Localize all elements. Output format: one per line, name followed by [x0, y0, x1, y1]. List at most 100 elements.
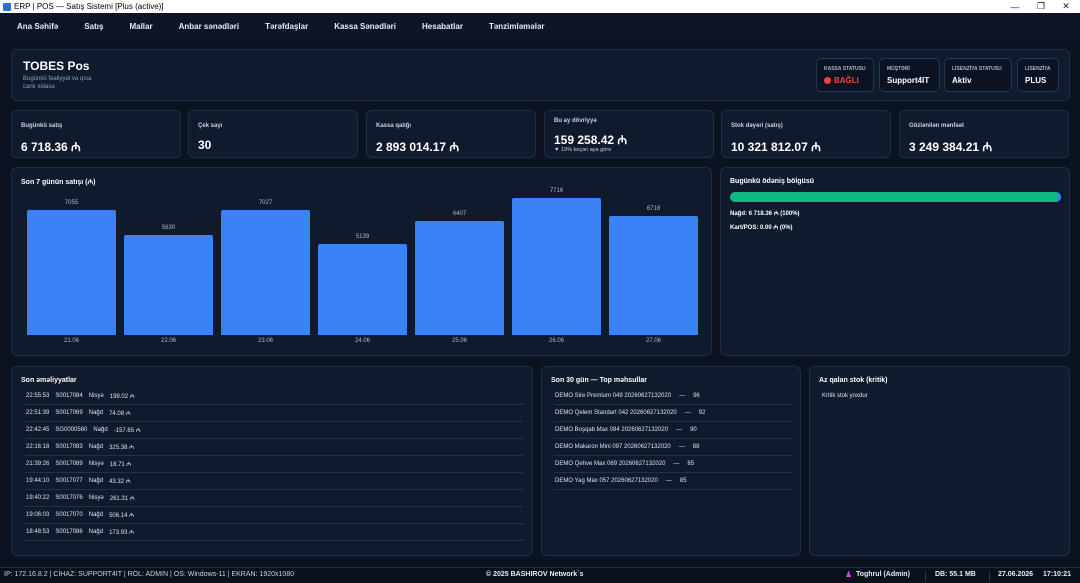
tx-doc-number: S0017070 — [55, 512, 83, 518]
tx-doc-number: SG0000560 — [55, 427, 88, 433]
product-row[interactable]: DEMO Makaron Mini 097 20260627132020 — 88 — [554, 439, 792, 456]
tx-time: 22:55:53 — [26, 393, 50, 399]
menu-item-sales[interactable]: Satış — [84, 22, 104, 31]
tx-time: 18:48:53 — [26, 529, 50, 535]
cash-status-value: BAĞLI — [834, 76, 859, 85]
tx-payment-type: Nağd — [88, 529, 104, 535]
tx-payment-type: Nisyə — [88, 495, 104, 501]
menu-item-warehouse-docs[interactable]: Anbar sənədləri — [178, 22, 240, 31]
tx-amount: 325.38 ₼ — [109, 445, 134, 451]
kpi-value: 30 — [198, 138, 212, 152]
tx-amount: 74.08 ₼ — [109, 411, 131, 417]
kpi-label: Gözlənilən mənfəət — [909, 123, 965, 129]
product-name: DEMO Yag Max 057 20260627132020 — [555, 478, 658, 484]
product-row[interactable]: DEMO Qelem Standart 042 20260627132020 — 9… — [554, 405, 792, 422]
product-dash: — — [665, 478, 672, 484]
tx-doc-number: S0017084 — [55, 393, 83, 399]
current-time: 17:10:21 — [1043, 571, 1072, 578]
payment-progress-bar — [730, 192, 1061, 202]
window-titlebar: ERP | POS — Satış Sistemi [Plus (active)… — [0, 0, 1080, 13]
transaction-row[interactable]: 22:51:39 S0017069 Nağd 74.08 ₼ — [25, 405, 523, 422]
cash-share-fill — [730, 192, 1061, 202]
dashboard-header: TOBES Pos Bugünkü fəaliyyət və qısa canl… — [11, 49, 1070, 101]
tx-payment-type: Nağd — [88, 512, 104, 518]
tx-time: 19:06:03 — [26, 512, 50, 518]
kpi-value: 159 258.42 ₼ — [554, 133, 628, 147]
menu-item-partners[interactable]: Tərəfdaşlar — [265, 22, 309, 31]
db-size: DB: 55.1 MB — [935, 571, 976, 578]
transaction-row[interactable]: 19:06:03 S0017070 Nağd 506.14 ₼ — [25, 507, 523, 524]
product-row[interactable]: DEMO Yag Max 057 20260627132020 — 85 — [554, 473, 792, 490]
cash-status-badge: KASSA STATUSU BAĞLI — [816, 58, 874, 92]
app-icon — [3, 2, 11, 11]
badge-label: MÜŞTƏRİ — [887, 66, 910, 72]
product-row[interactable]: DEMO Sire Premium 049 20260627132020 — 96 — [554, 388, 792, 405]
kpi-card-month-turnover: Bu ay dövriyyə 159 258.42 ₼ ▼ 19% keçən … — [544, 110, 714, 158]
kpi-value: 3 249 384.21 ₼ — [909, 140, 993, 154]
chart-bar — [415, 221, 504, 335]
kpi-card-stock-value: Stok dəyəri (satış) 10 321 812.07 ₼ — [721, 110, 891, 158]
cash-amount: Nağd: 6 718.36 ₼ (100%) — [730, 211, 800, 217]
bar-value-label: 7027 — [258, 200, 273, 207]
kpi-value: 6 718.36 ₼ — [21, 140, 81, 154]
minimize-button[interactable]: — — [1010, 1, 1020, 12]
tx-amount: 199.02 ₼ — [109, 394, 135, 400]
badge-value: Aktiv — [952, 76, 972, 85]
kpi-card-expected-profit: Gözlənilən mənfəət 3 249 384.21 ₼ — [899, 110, 1069, 158]
bar-value-label: 7716 — [549, 188, 564, 194]
transaction-row[interactable]: 21:39:26 S0017089 Nisyə 18.71 ₼ — [25, 456, 523, 473]
menu-item-home[interactable]: Ana Səhifə — [17, 22, 59, 31]
product-name: DEMO Boşqab Max 084 20260627132020 — [555, 427, 669, 433]
tx-doc-number: S0017069 — [55, 410, 83, 416]
page-subtitle: Bugünkü fəaliyyət və qısa canlı xülasə — [23, 76, 92, 90]
transaction-row[interactable]: 18:48:53 S0017086 Nağd 173.93 ₼ — [25, 524, 523, 541]
main-menu: Ana Səhifə Satış Mallar Anbar sənədləri … — [0, 13, 1080, 40]
transaction-row[interactable]: 22:55:53 S0017084 Nisyə 199.02 ₼ — [25, 388, 523, 405]
tx-payment-type: Nağd — [88, 478, 104, 484]
kpi-label: Çek sayı — [198, 123, 223, 129]
product-name: DEMO Sire Premium 049 20260627132020 — [555, 393, 672, 399]
product-qty: 88 — [692, 444, 700, 450]
x-tick-label: 23.06 — [257, 338, 273, 344]
top-products-title: Son 30 gün — Top məhsullar — [551, 377, 647, 384]
tx-time: 19:44:10 — [26, 478, 50, 484]
kpi-change: ▼ 19% keçən aya görə — [554, 147, 612, 153]
x-tick-label: 27.06 — [645, 338, 661, 344]
kpi-card-cash-balance: Kassa qalığı 2 893 014.17 ₼ — [366, 110, 536, 158]
menu-item-settings[interactable]: Tənzimləmələr — [488, 22, 545, 31]
bar-value-label: 6718 — [646, 205, 661, 212]
tx-amount: -157.65 ₼ — [113, 428, 141, 434]
menu-item-cash-docs[interactable]: Kassa Sənədləri — [334, 22, 397, 31]
tx-amount: 173.93 ₼ — [109, 530, 134, 536]
tx-time: 22:42:45 — [26, 427, 50, 433]
product-dash: — — [678, 444, 685, 450]
window-title: ERP | POS — Satış Sistemi [Plus (active)… — [14, 2, 164, 11]
x-tick-label: 26.06 — [548, 338, 564, 344]
maximize-button[interactable]: ❐ — [1036, 1, 1046, 11]
product-dash: — — [679, 393, 686, 399]
badge-value: PLUS — [1025, 76, 1047, 85]
badge-value: Support4IT — [887, 76, 930, 85]
transaction-row[interactable]: 22:42:45 SG0000560 Nağd -157.65 ₼ — [25, 422, 523, 439]
menu-item-products[interactable]: Mallar — [129, 22, 153, 31]
product-row[interactable]: DEMO Boşqab Max 084 20260627132020 — 90 — [554, 422, 792, 439]
top-products-panel: Son 30 gün — Top məhsullar DEMO Sire Pre… — [541, 366, 801, 556]
low-stock-title: Az qalan stok (kritik) — [819, 377, 888, 384]
separator — [989, 571, 990, 582]
transaction-row[interactable]: 19:44:10 S0017077 Nağd 43.32 ₼ — [25, 473, 523, 490]
product-row[interactable]: DEMO Qehve Max 069 20260627132020 — 85 — [554, 456, 792, 473]
transaction-row[interactable]: 22:16:18 S0017083 Nağd 325.38 ₼ — [25, 439, 523, 456]
transaction-row[interactable]: 19:40:22 S0017076 Nisyə 261.31 ₼ — [25, 490, 523, 507]
chart-bar — [124, 235, 213, 335]
product-dash: — — [684, 410, 691, 416]
x-tick-label: 22.06 — [160, 338, 176, 344]
menu-item-reports[interactable]: Hesabatlar — [422, 22, 463, 31]
payment-split-panel: Bugünkü ödəniş bölgüsü Nağd: 6 718.36 ₼ … — [720, 167, 1070, 356]
chart-bar — [221, 210, 310, 335]
current-user: Toghrul (Admin) — [856, 571, 910, 578]
low-stock-message: Kritik stok yoxdur — [822, 393, 868, 399]
bar-value-label: 5630 — [161, 225, 176, 232]
tx-amount: 43.32 ₼ — [109, 479, 131, 485]
close-button[interactable]: ✕ — [1062, 1, 1070, 11]
kpi-label: Stok dəyəri (satış) — [731, 123, 783, 129]
